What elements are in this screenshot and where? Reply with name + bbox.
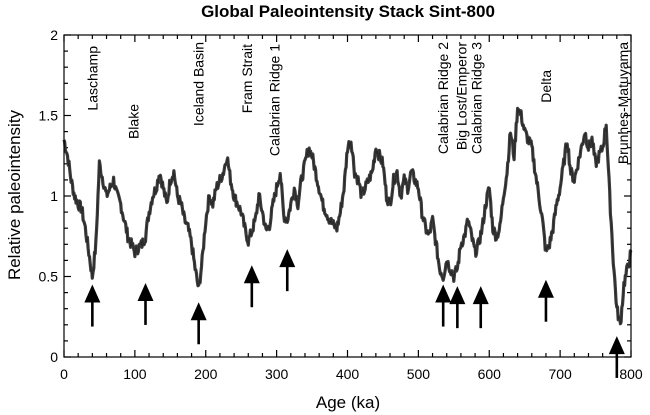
event-label: Calabrian Ridge 2: [435, 42, 451, 154]
event-arrow-head: [84, 284, 101, 303]
event-label: Fram Strait: [239, 44, 255, 113]
x-tick-label: 700: [548, 366, 572, 382]
event-arrow-head: [537, 279, 554, 298]
plot-frame: [63, 34, 632, 358]
event-label: Blake: [126, 104, 142, 139]
event-arrow-head: [472, 286, 489, 305]
event-label: Calabrian Ridge 3: [469, 42, 485, 154]
y-tick-label: 0: [50, 349, 58, 365]
event-arrow-head: [449, 286, 466, 305]
event-arrow-head: [608, 336, 625, 355]
y-tick-label: 1: [50, 188, 58, 204]
series-layer: [62, 106, 633, 326]
x-tick-label: 400: [336, 366, 360, 382]
x-axis-label: Age (ka): [316, 393, 380, 412]
event-arrow-head: [435, 284, 452, 303]
x-tick-label: 0: [60, 366, 68, 382]
event-label: Delta: [538, 70, 554, 103]
event-label: Big Lost/Emperor: [453, 42, 469, 150]
x-tick-label: 100: [123, 366, 147, 382]
event-label: Calabrian Ridge 1: [266, 44, 282, 156]
chart-title: Global Paleointensity Stack Sint-800: [201, 2, 495, 21]
y-axis-label: Relative paleointensity: [5, 109, 24, 280]
x-tick-label: 300: [265, 366, 289, 382]
x-tick-label: 500: [407, 366, 431, 382]
event-arrow-head: [243, 265, 260, 284]
x-tick-label: 800: [619, 366, 643, 382]
event-arrow-head: [279, 249, 296, 268]
annotations: Laschamp Blake Iceland Basin Fram Strait Cal…: [84, 42, 631, 378]
event-label: Iceland Basin: [191, 42, 207, 126]
event-label: Laschamp: [84, 46, 100, 111]
y-tick-label: 1.5: [39, 108, 59, 124]
x-tick-label: 600: [478, 366, 502, 382]
event-arrow-head: [137, 282, 154, 301]
y-tick-label: 0.5: [39, 269, 59, 285]
event-label: Brunhes-Matuyama: [615, 42, 631, 164]
series-line-core: [63, 108, 632, 326]
event-arrow-head: [190, 302, 207, 321]
y-tick-label: 2: [50, 27, 58, 43]
x-tick-label: 200: [194, 366, 218, 382]
